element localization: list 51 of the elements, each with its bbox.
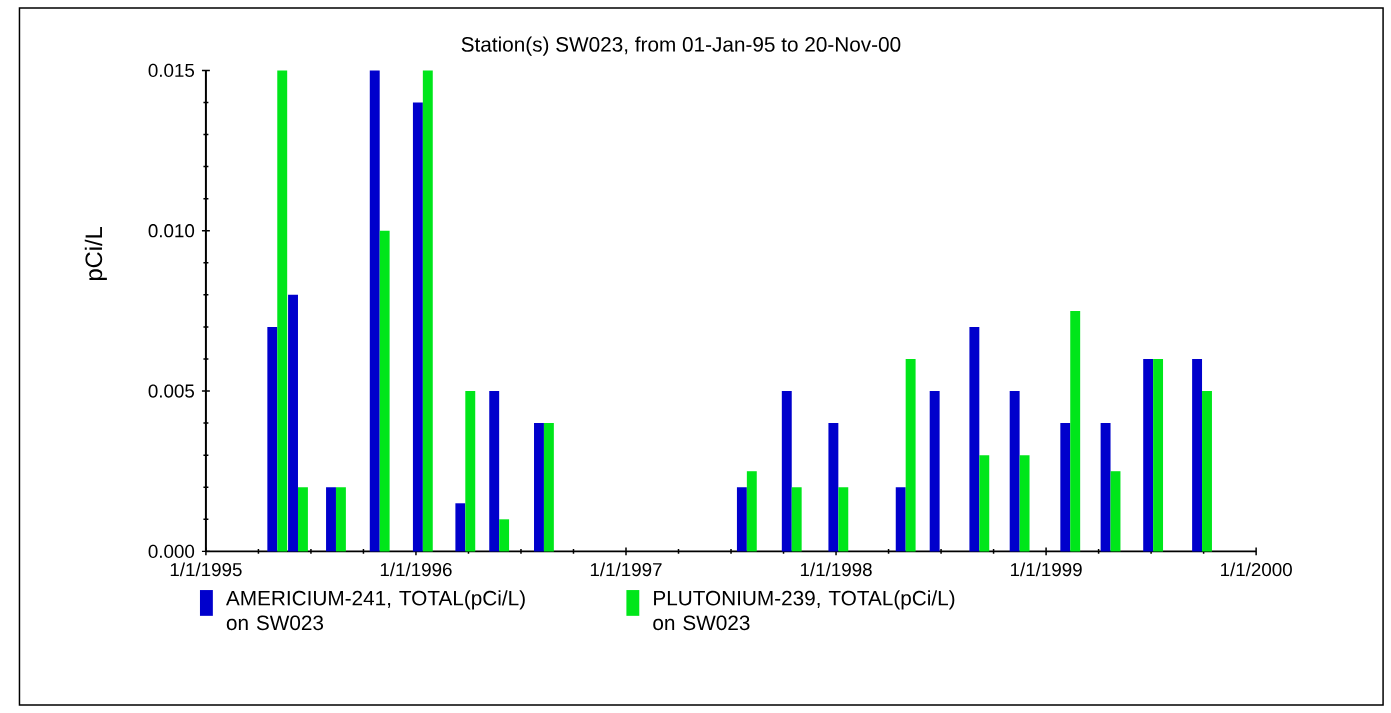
bar (1143, 358, 1154, 552)
bar (1192, 358, 1203, 552)
bar (326, 487, 336, 552)
bar (895, 487, 906, 552)
legend-label: PLUTONIUM-239, TOTAL(pCi/L) on SW023 (653, 590, 955, 631)
bar (1110, 471, 1121, 552)
x-tick-label: 1/1/1998 (800, 562, 872, 577)
bar (905, 358, 916, 552)
bar (736, 487, 747, 552)
bar (379, 230, 390, 552)
bar (455, 503, 466, 552)
bar (791, 487, 802, 552)
x-tick-label: 1/1/1999 (1010, 562, 1082, 577)
bar (781, 391, 792, 552)
bar (277, 70, 288, 552)
bar (297, 487, 308, 552)
bar (1153, 358, 1164, 552)
bar (369, 70, 380, 552)
bar (1070, 310, 1081, 552)
bar (489, 391, 500, 552)
bar (979, 455, 990, 552)
bar (1009, 391, 1020, 552)
bar (838, 487, 849, 552)
bar (465, 391, 476, 552)
bar (1060, 423, 1071, 552)
bar (499, 519, 510, 552)
bar (534, 423, 544, 552)
bar (412, 102, 423, 552)
legend-label: AMERICIUM-241, TOTAL(pCi/L) on SW023 (225, 590, 525, 631)
bar (969, 326, 980, 552)
bar (746, 471, 757, 552)
y-tick-label: 0.010 (148, 224, 195, 238)
bar (1100, 423, 1111, 552)
y-tick-label: 0.000 (148, 544, 195, 559)
bar (1019, 455, 1030, 552)
bar (267, 326, 278, 552)
bar (335, 487, 346, 552)
bar (543, 423, 554, 552)
x-tick-label: 1/1/2000 (1221, 562, 1292, 577)
bar (422, 70, 433, 552)
x-tick-label: 1/1/1997 (590, 562, 662, 577)
y-axis-title: pCi/L (84, 226, 107, 280)
y-tick-label: 0.005 (148, 384, 195, 398)
bar (828, 423, 839, 552)
x-tick-label: 1/1/1995 (170, 562, 242, 577)
bar (288, 294, 298, 552)
x-tick-label: 1/1/1996 (380, 562, 452, 577)
bar (929, 391, 940, 552)
chart-title: Station(s) SW023, from 01-Jan-95 to 20-Nov-00 (461, 36, 901, 56)
y-tick-label: 0.015 (148, 63, 195, 78)
bar (1202, 391, 1212, 552)
